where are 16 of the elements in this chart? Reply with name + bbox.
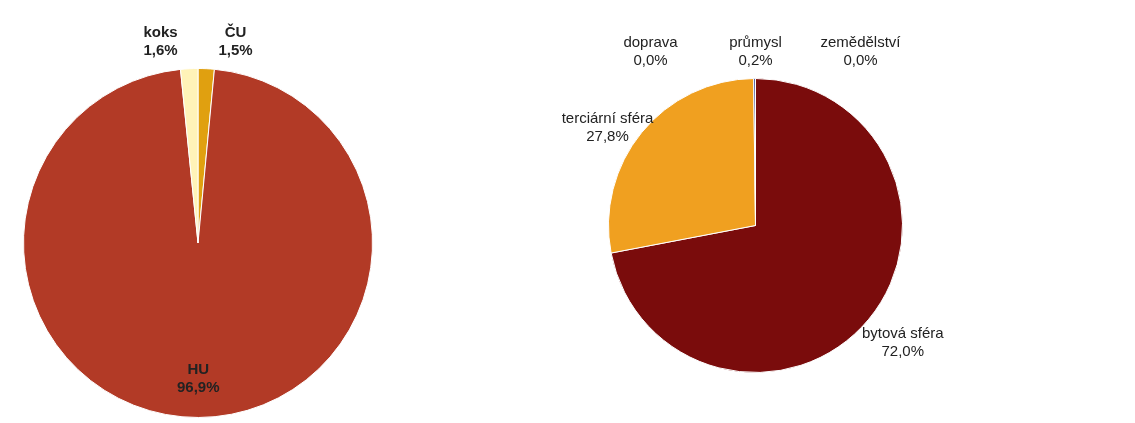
data-label: 0,2%	[738, 50, 773, 68]
data-label: 1,6%	[143, 40, 178, 58]
text: 0,0%	[633, 50, 668, 68]
category-label: doprava	[623, 32, 678, 50]
data-label: 27,8%	[586, 127, 629, 145]
data-label: 72,0%	[881, 341, 925, 359]
slice-label: průmysl	[729, 32, 782, 50]
slice-label: terciární sféra	[561, 109, 654, 127]
slice-label: bytová sféra	[861, 323, 945, 341]
slice-label: HU	[187, 359, 210, 377]
slice-label: koks	[143, 22, 178, 40]
data-label: 1,5%	[218, 40, 253, 58]
data-label: 96,9%	[177, 377, 220, 395]
slice-label: ČU	[224, 22, 247, 40]
text: 0,0%	[843, 50, 878, 68]
category-label: zemědělství	[820, 32, 901, 50]
